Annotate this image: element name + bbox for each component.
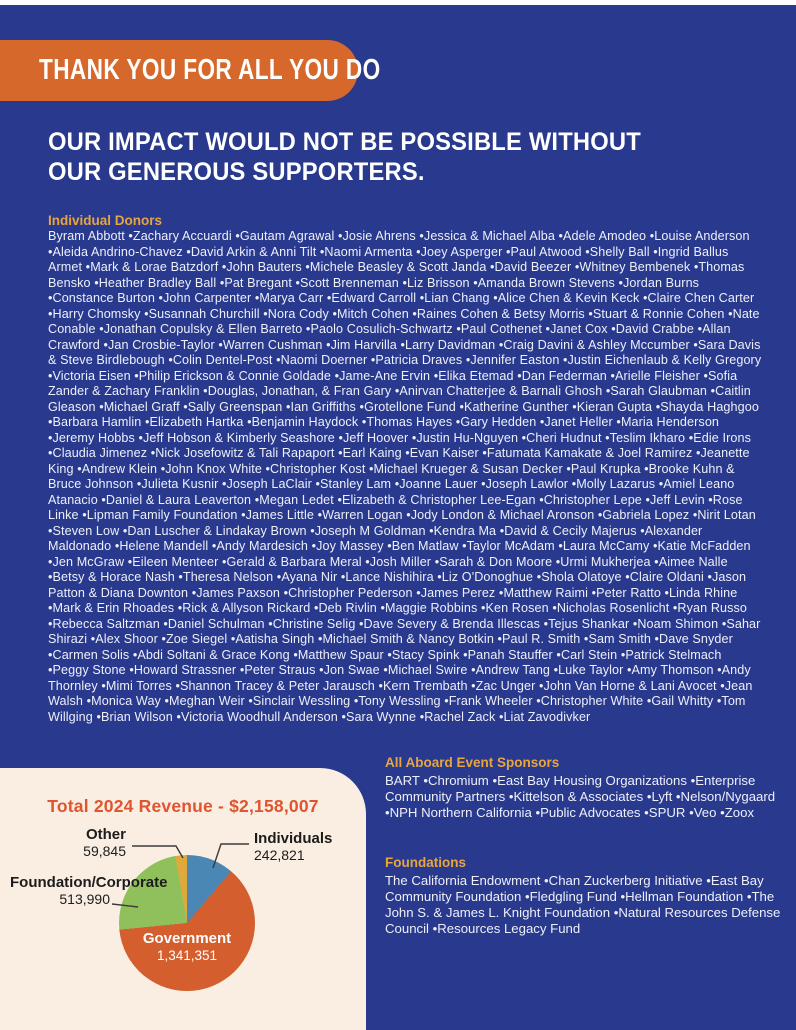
pie-label-government-value: 1,341,351	[156, 948, 218, 963]
pie-label-government-name: Government	[142, 930, 232, 947]
revenue-chart-title: Total 2024 Revenue - $2,158,007	[47, 796, 319, 816]
pie-label-foundation-name: Foundation/Corporate	[10, 874, 168, 891]
event-sponsors-list: BART •Chromium •East Bay Housing Organiz…	[385, 773, 776, 820]
event-sponsors-heading: All Aboard Event Sponsors	[385, 755, 560, 770]
pie-label-individuals: Individuals 242,821	[254, 830, 332, 864]
individual-donors-list: Byram Abbott •Zachary Accuardi •Gautam A…	[48, 229, 762, 724]
pie-label-other-value: 59,845	[83, 843, 126, 859]
pie-label-foundation-value: 513,990	[59, 891, 110, 907]
pie-label-individuals-value: 242,821	[254, 847, 305, 863]
pie-label-other-name: Other	[85, 826, 126, 843]
banner-title: THANK YOU FOR ALL YOU DO	[39, 54, 381, 86]
foundations-section: Foundations The California Endowment •Ch…	[385, 855, 789, 937]
pie-label-other: Other 59,845	[83, 826, 126, 860]
foundations-list: The California Endowment •Chan Zuckerber…	[385, 873, 781, 936]
pie-label-individuals-name: Individuals	[254, 830, 333, 847]
pie-label-foundation-corporate: Foundation/Corporate 513,990	[10, 874, 168, 908]
pie-leader-lines	[111, 843, 249, 908]
revenue-panel: Total 2024 Revenue - $2,158,007 Other 59…	[0, 768, 366, 1030]
foundations-heading: Foundations	[385, 855, 466, 870]
pie-label-government: Government 1,341,351	[119, 930, 255, 964]
revenue-pie	[119, 855, 255, 991]
impact-subtitle: OUR IMPACT WOULD NOT BE POSSIBLE WITHOUT…	[48, 128, 641, 186]
thank-you-banner: THANK YOU FOR ALL YOU DO	[0, 40, 381, 101]
event-sponsors-section: All Aboard Event Sponsors BART •Chromium…	[385, 755, 789, 821]
report-page: THANK YOU FOR ALL YOU DO OUR IMPACT WOUL…	[0, 5, 796, 1030]
individual-donors-heading: Individual Donors	[48, 213, 163, 228]
